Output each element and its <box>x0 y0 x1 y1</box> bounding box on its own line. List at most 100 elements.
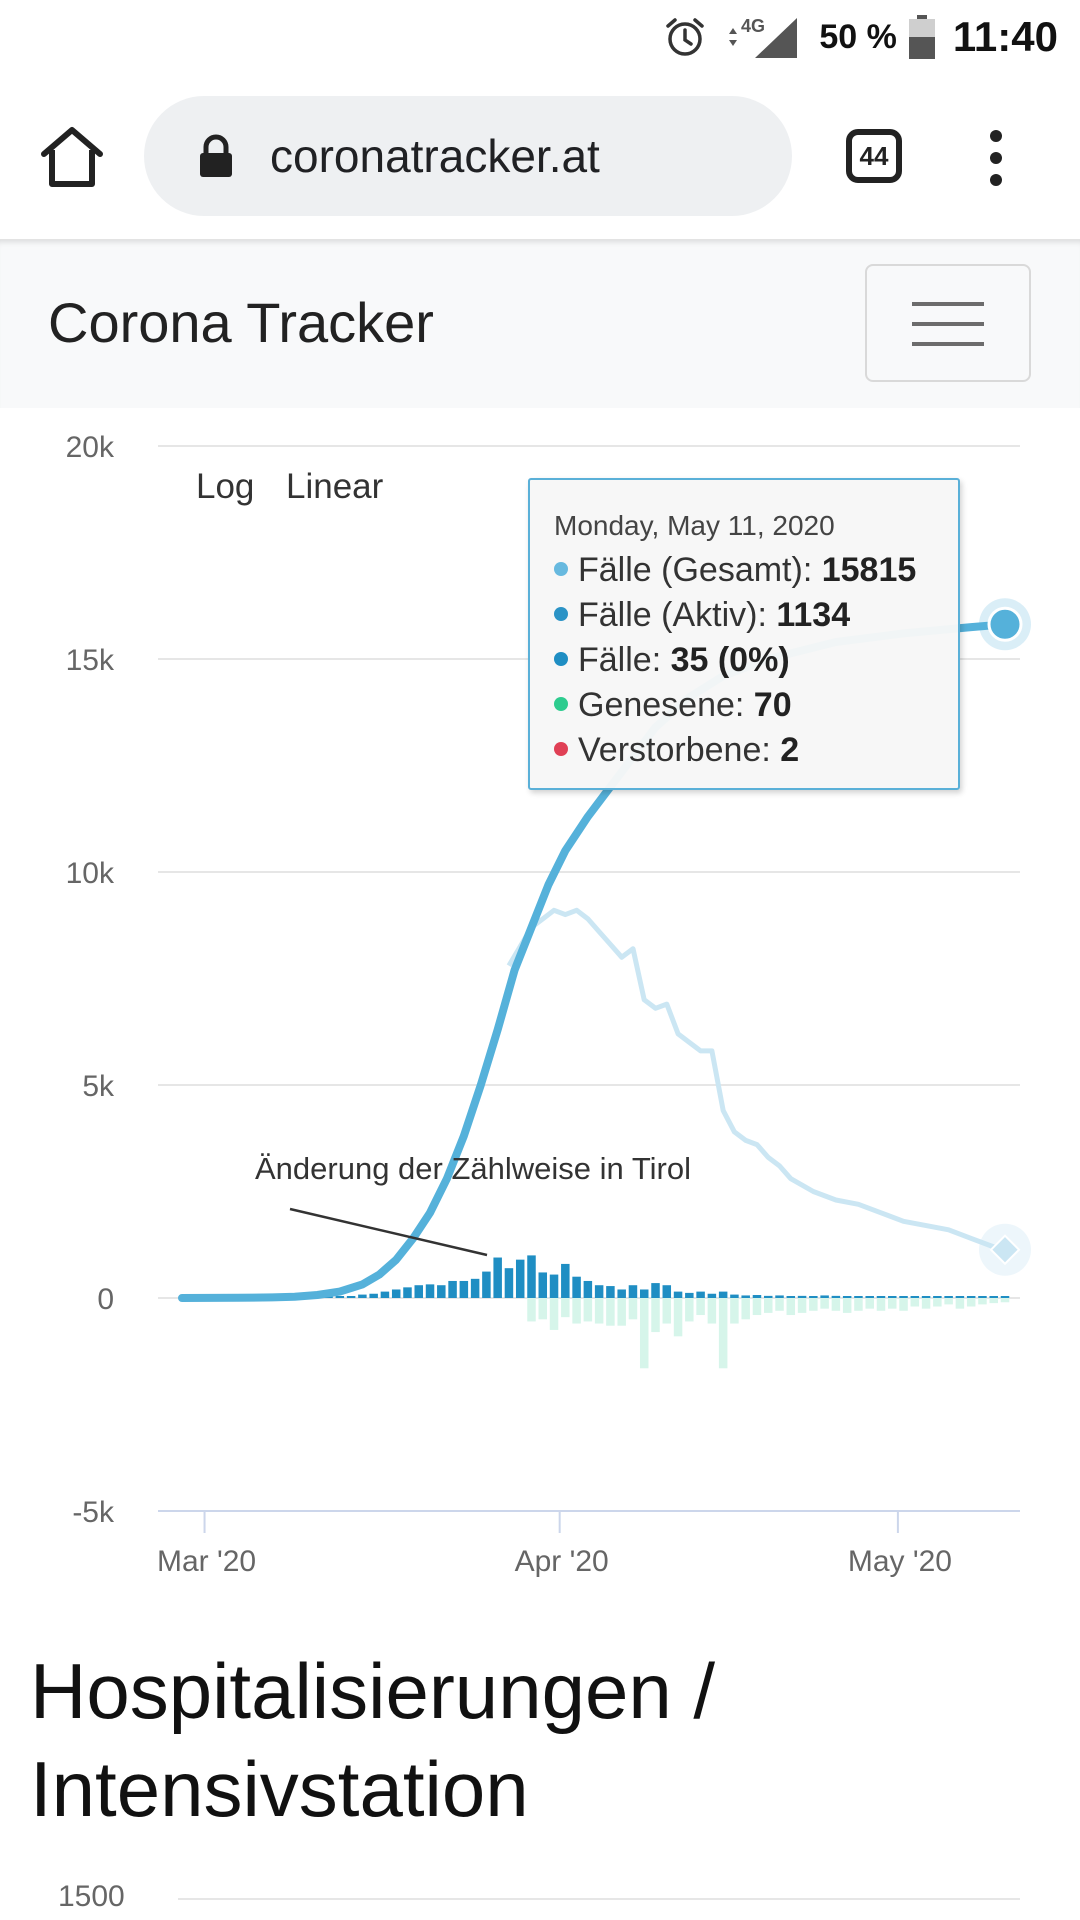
navbar-toggle-button[interactable] <box>865 264 1031 382</box>
bar-recovered <box>820 1298 829 1309</box>
bar-recovered <box>809 1298 818 1311</box>
bar-recovered <box>775 1298 784 1311</box>
bar-recovered <box>617 1298 626 1326</box>
bar-recovered <box>549 1298 559 1330</box>
bar-recovered <box>527 1298 536 1322</box>
bar-new-cases <box>628 1285 638 1298</box>
status-clock: 11:40 <box>952 13 1058 60</box>
tooltip-row-deaths: Verstorbene: 2 <box>554 728 958 773</box>
y-tick-label: 20k <box>66 431 115 464</box>
bar-recovered <box>854 1298 863 1311</box>
bar-new-cases <box>414 1285 424 1298</box>
lock-icon <box>200 134 232 177</box>
hamburger-icon-bar <box>912 342 984 346</box>
bar-new-cases <box>854 1296 863 1298</box>
tooltip-label: Fälle (Gesamt): <box>578 551 822 589</box>
bar-recovered <box>797 1298 807 1313</box>
bar-new-cases <box>358 1294 367 1298</box>
tooltip-value: 2 <box>780 731 800 769</box>
bar-recovered <box>842 1298 852 1313</box>
bar-new-cases <box>763 1295 773 1298</box>
bar-recovered <box>685 1298 694 1322</box>
tooltip-row-recovered: Genesene: 70 <box>554 683 958 728</box>
bar-recovered <box>673 1298 683 1337</box>
bar-new-cases <box>718 1291 728 1298</box>
linear-scale-button[interactable]: Linear <box>286 467 384 506</box>
site-navbar: Corona Tracker <box>0 240 1080 408</box>
bar-new-cases <box>809 1296 818 1298</box>
bar-new-cases <box>797 1295 807 1298</box>
bar-recovered <box>865 1298 874 1309</box>
home-icon[interactable] <box>38 124 106 190</box>
bar-new-cases <box>876 1296 886 1298</box>
bar-new-cases <box>831 1295 841 1298</box>
tab-switcher-button[interactable]: 44 <box>846 129 904 185</box>
bar-recovered <box>628 1298 638 1320</box>
bar-new-cases <box>865 1296 874 1298</box>
tabs-icon: 44 <box>846 129 902 183</box>
bar-new-cases <box>944 1296 953 1298</box>
bar-new-cases <box>933 1296 942 1298</box>
bar-new-cases <box>470 1278 480 1298</box>
hamburger-icon <box>912 302 984 306</box>
log-scale-button[interactable]: Log <box>196 467 255 506</box>
y-tick-label: 0 <box>97 1283 114 1316</box>
bar-new-cases <box>538 1272 548 1298</box>
bar-recovered <box>763 1298 773 1313</box>
more-vert-icon[interactable] <box>980 126 1012 190</box>
bar-new-cases <box>1000 1296 1010 1298</box>
bar-new-cases <box>583 1280 593 1298</box>
address-bar[interactable]: coronatracker.at <box>144 96 792 216</box>
x-tick-label: Apr '20 <box>515 1545 609 1578</box>
tooltip-row-total: Fälle (Gesamt): 15815 <box>554 548 958 593</box>
bar-new-cases <box>549 1274 559 1298</box>
x-tick-label: May '20 <box>848 1545 952 1578</box>
hover-marker-active <box>989 1234 1021 1266</box>
annotation-connector <box>289 1207 488 1257</box>
bar-recovered <box>978 1298 987 1305</box>
bar-new-cases <box>662 1285 672 1298</box>
bar-recovered <box>955 1298 965 1309</box>
grid-line <box>178 1898 1020 1900</box>
tooltip-row-cases: Fälle: 35 (0%) <box>554 638 958 683</box>
bar-recovered <box>910 1298 920 1307</box>
brand-link[interactable]: Corona Tracker <box>48 291 434 354</box>
x-tick-label: Mar '20 <box>157 1545 256 1578</box>
y-tick-label: 10k <box>66 857 115 890</box>
bar-new-cases <box>504 1268 514 1298</box>
bar-recovered <box>538 1298 548 1320</box>
alarm-icon <box>666 18 705 56</box>
y-tick-label: 1500 <box>58 1880 125 1913</box>
bar-new-cases <box>955 1296 965 1298</box>
tooltip-date: Monday, May 11, 2020 <box>554 510 835 541</box>
browser-toolbar: coronatracker.at 44 <box>0 74 1080 240</box>
bar-recovered <box>606 1298 615 1326</box>
bar-recovered <box>662 1298 672 1324</box>
bar-recovered <box>639 1298 649 1369</box>
series-dot <box>554 652 568 667</box>
bar-new-cases <box>842 1296 852 1298</box>
y-tick-label: 5k <box>82 1070 115 1103</box>
bar-new-cases <box>966 1296 976 1298</box>
bar-recovered <box>876 1298 886 1311</box>
bar-new-cases <box>752 1295 762 1298</box>
bar-recovered <box>933 1298 942 1307</box>
bar-new-cases <box>482 1271 491 1298</box>
bar-recovered <box>921 1298 931 1309</box>
bar-new-cases <box>391 1289 401 1298</box>
tooltip-label: Genesene: <box>578 686 754 724</box>
bar-recovered <box>696 1298 705 1316</box>
bar-new-cases <box>561 1263 570 1298</box>
series-dot <box>554 607 568 622</box>
tooltip-label: Verstorbene: <box>578 731 781 769</box>
hover-marker-total <box>987 606 1023 642</box>
bar-new-cases <box>527 1255 536 1298</box>
bar-new-cases <box>685 1292 694 1298</box>
cases-chart: 20k 15k 10k 5k 0 -5k Mar '20 Apr '20 May '20 Log… <box>0 408 1080 1608</box>
bar-new-cases <box>448 1280 457 1298</box>
tooltip-value: 15815 <box>821 551 917 589</box>
tooltip-value: 70 <box>753 686 792 724</box>
bar-new-cases <box>493 1257 502 1298</box>
bar-new-cases <box>707 1293 717 1298</box>
bar-new-cases <box>786 1296 796 1298</box>
